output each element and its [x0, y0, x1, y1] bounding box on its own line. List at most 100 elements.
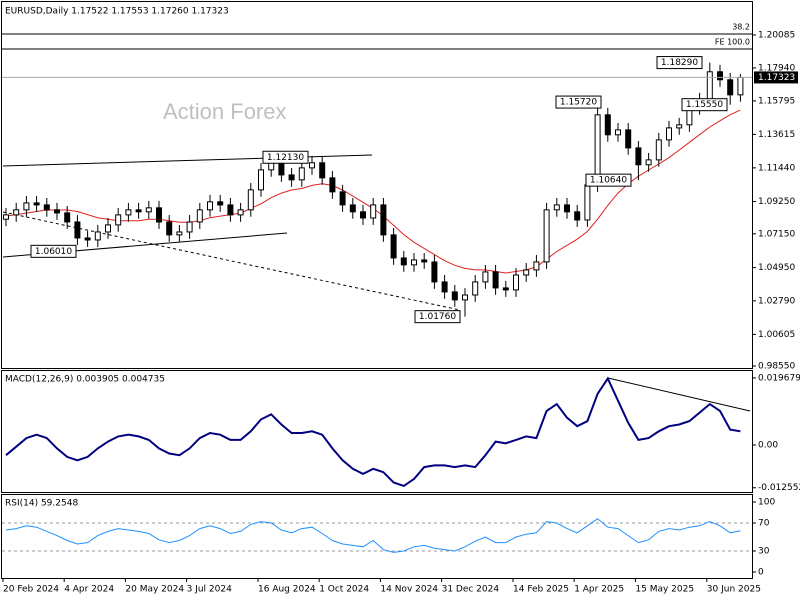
candle-body	[400, 257, 407, 266]
candle-body	[247, 189, 254, 211]
candle-body	[513, 274, 519, 291]
candle-body	[156, 207, 162, 223]
trend-line	[2, 154, 373, 167]
y-tick-label: 0.00	[758, 440, 778, 450]
price-label-box	[656, 56, 703, 70]
candle-body	[604, 114, 611, 136]
fib-level-label: 38.2	[732, 22, 750, 31]
candle-body	[533, 261, 540, 271]
y-tick-label: 1.15795	[758, 96, 795, 106]
y-tick-label: 0.98550	[758, 362, 795, 372]
candle-body	[635, 147, 642, 166]
candle-body	[115, 214, 122, 226]
candle-body	[258, 169, 264, 191]
watermark: Action Forex	[163, 99, 287, 124]
candle-body	[329, 177, 336, 193]
candle-body	[523, 269, 530, 276]
macd-panel-frame	[1, 370, 753, 493]
candle-body	[237, 209, 244, 216]
rsi-line	[5, 518, 741, 553]
y-tick-label: 1.09250	[758, 197, 795, 207]
candle-body	[176, 231, 183, 236]
x-tick-label: 20 May 2024	[125, 585, 184, 595]
candle-body	[380, 204, 387, 236]
candle-body	[625, 129, 632, 149]
candle-body	[278, 161, 285, 176]
y-tick-label: 1.04950	[758, 263, 795, 273]
x-tick-label: 14 Feb 2025	[513, 585, 569, 595]
candle-body	[105, 224, 111, 233]
candle-body	[74, 221, 81, 239]
candle-body	[390, 234, 397, 259]
candle-body	[482, 271, 489, 283]
y-tick-label: 0.019679	[758, 373, 800, 383]
price-label: 1.15720	[560, 98, 597, 108]
last-price-tag	[754, 71, 798, 84]
candle-body	[666, 127, 672, 141]
candle-body	[502, 287, 509, 291]
candle-body	[441, 281, 448, 293]
x-tick-label: 16 Aug 2024	[258, 585, 316, 595]
y-tick-label: 1.02790	[758, 296, 795, 306]
candle-body	[349, 204, 356, 213]
candle-body	[431, 261, 438, 283]
price-label-box	[262, 150, 309, 164]
candle-body	[706, 71, 713, 101]
candle-body	[125, 209, 132, 216]
candle-body	[135, 209, 142, 213]
candle-body	[727, 79, 734, 96]
macd-line	[5, 376, 741, 488]
candle-body	[3, 214, 9, 220]
price-label-box	[414, 310, 461, 324]
macd-title: MACD(12,26,9) 0.003905 0.004735	[5, 375, 165, 385]
candle-body	[196, 209, 203, 223]
price-label: 1.15550	[686, 100, 723, 110]
candle-body	[23, 202, 30, 211]
y-tick-label: 0	[758, 567, 764, 577]
price-label-box	[555, 95, 602, 109]
candle-body	[645, 159, 652, 166]
candle-body	[492, 271, 499, 289]
candle-body	[411, 259, 417, 266]
candle-body	[717, 71, 723, 81]
candle-body	[655, 139, 662, 161]
price-label: 1.12130	[267, 153, 304, 163]
x-tick-label: 31 Dec 2024	[442, 585, 500, 595]
candle-body	[472, 281, 479, 296]
candle-body	[737, 76, 744, 96]
candle-body	[360, 211, 366, 219]
candle-body	[584, 184, 591, 221]
candle-body	[462, 294, 468, 301]
candle-body	[166, 221, 173, 236]
y-tick-label: 1.17940	[758, 63, 795, 73]
rsi-title: RSI(14) 59.2548	[5, 499, 78, 509]
x-tick-label: 3 Jul 2024	[187, 585, 232, 595]
candle-body	[13, 209, 20, 216]
price-label-box	[30, 244, 77, 258]
candle-body	[370, 204, 377, 219]
candle-body	[564, 204, 570, 213]
y-tick-label: 1.00605	[758, 330, 795, 340]
candle-body	[451, 291, 458, 301]
x-tick-label: 30 Jun 2025	[707, 585, 761, 595]
candle-body	[421, 259, 428, 263]
price-label: 1.10640	[590, 176, 627, 186]
candle-body	[319, 162, 326, 179]
candle-body	[84, 237, 91, 241]
price-label: 1.06010	[35, 247, 72, 257]
candle-body	[207, 201, 213, 211]
y-tick-label: 100	[758, 497, 775, 507]
price-panel-frame	[1, 1, 753, 369]
x-tick-label: 1 Oct 2024	[319, 585, 369, 595]
candle-body	[94, 231, 101, 241]
candle-body	[186, 221, 193, 233]
candle-body	[145, 207, 152, 213]
candle-body	[339, 191, 346, 206]
y-tick-label: 1.13615	[758, 130, 795, 140]
price-label-box	[681, 98, 728, 112]
x-tick-label: 4 Apr 2024	[64, 585, 114, 595]
x-tick-label: 15 May 2025	[635, 585, 694, 595]
x-tick-label: 1 Apr 2025	[574, 585, 624, 595]
